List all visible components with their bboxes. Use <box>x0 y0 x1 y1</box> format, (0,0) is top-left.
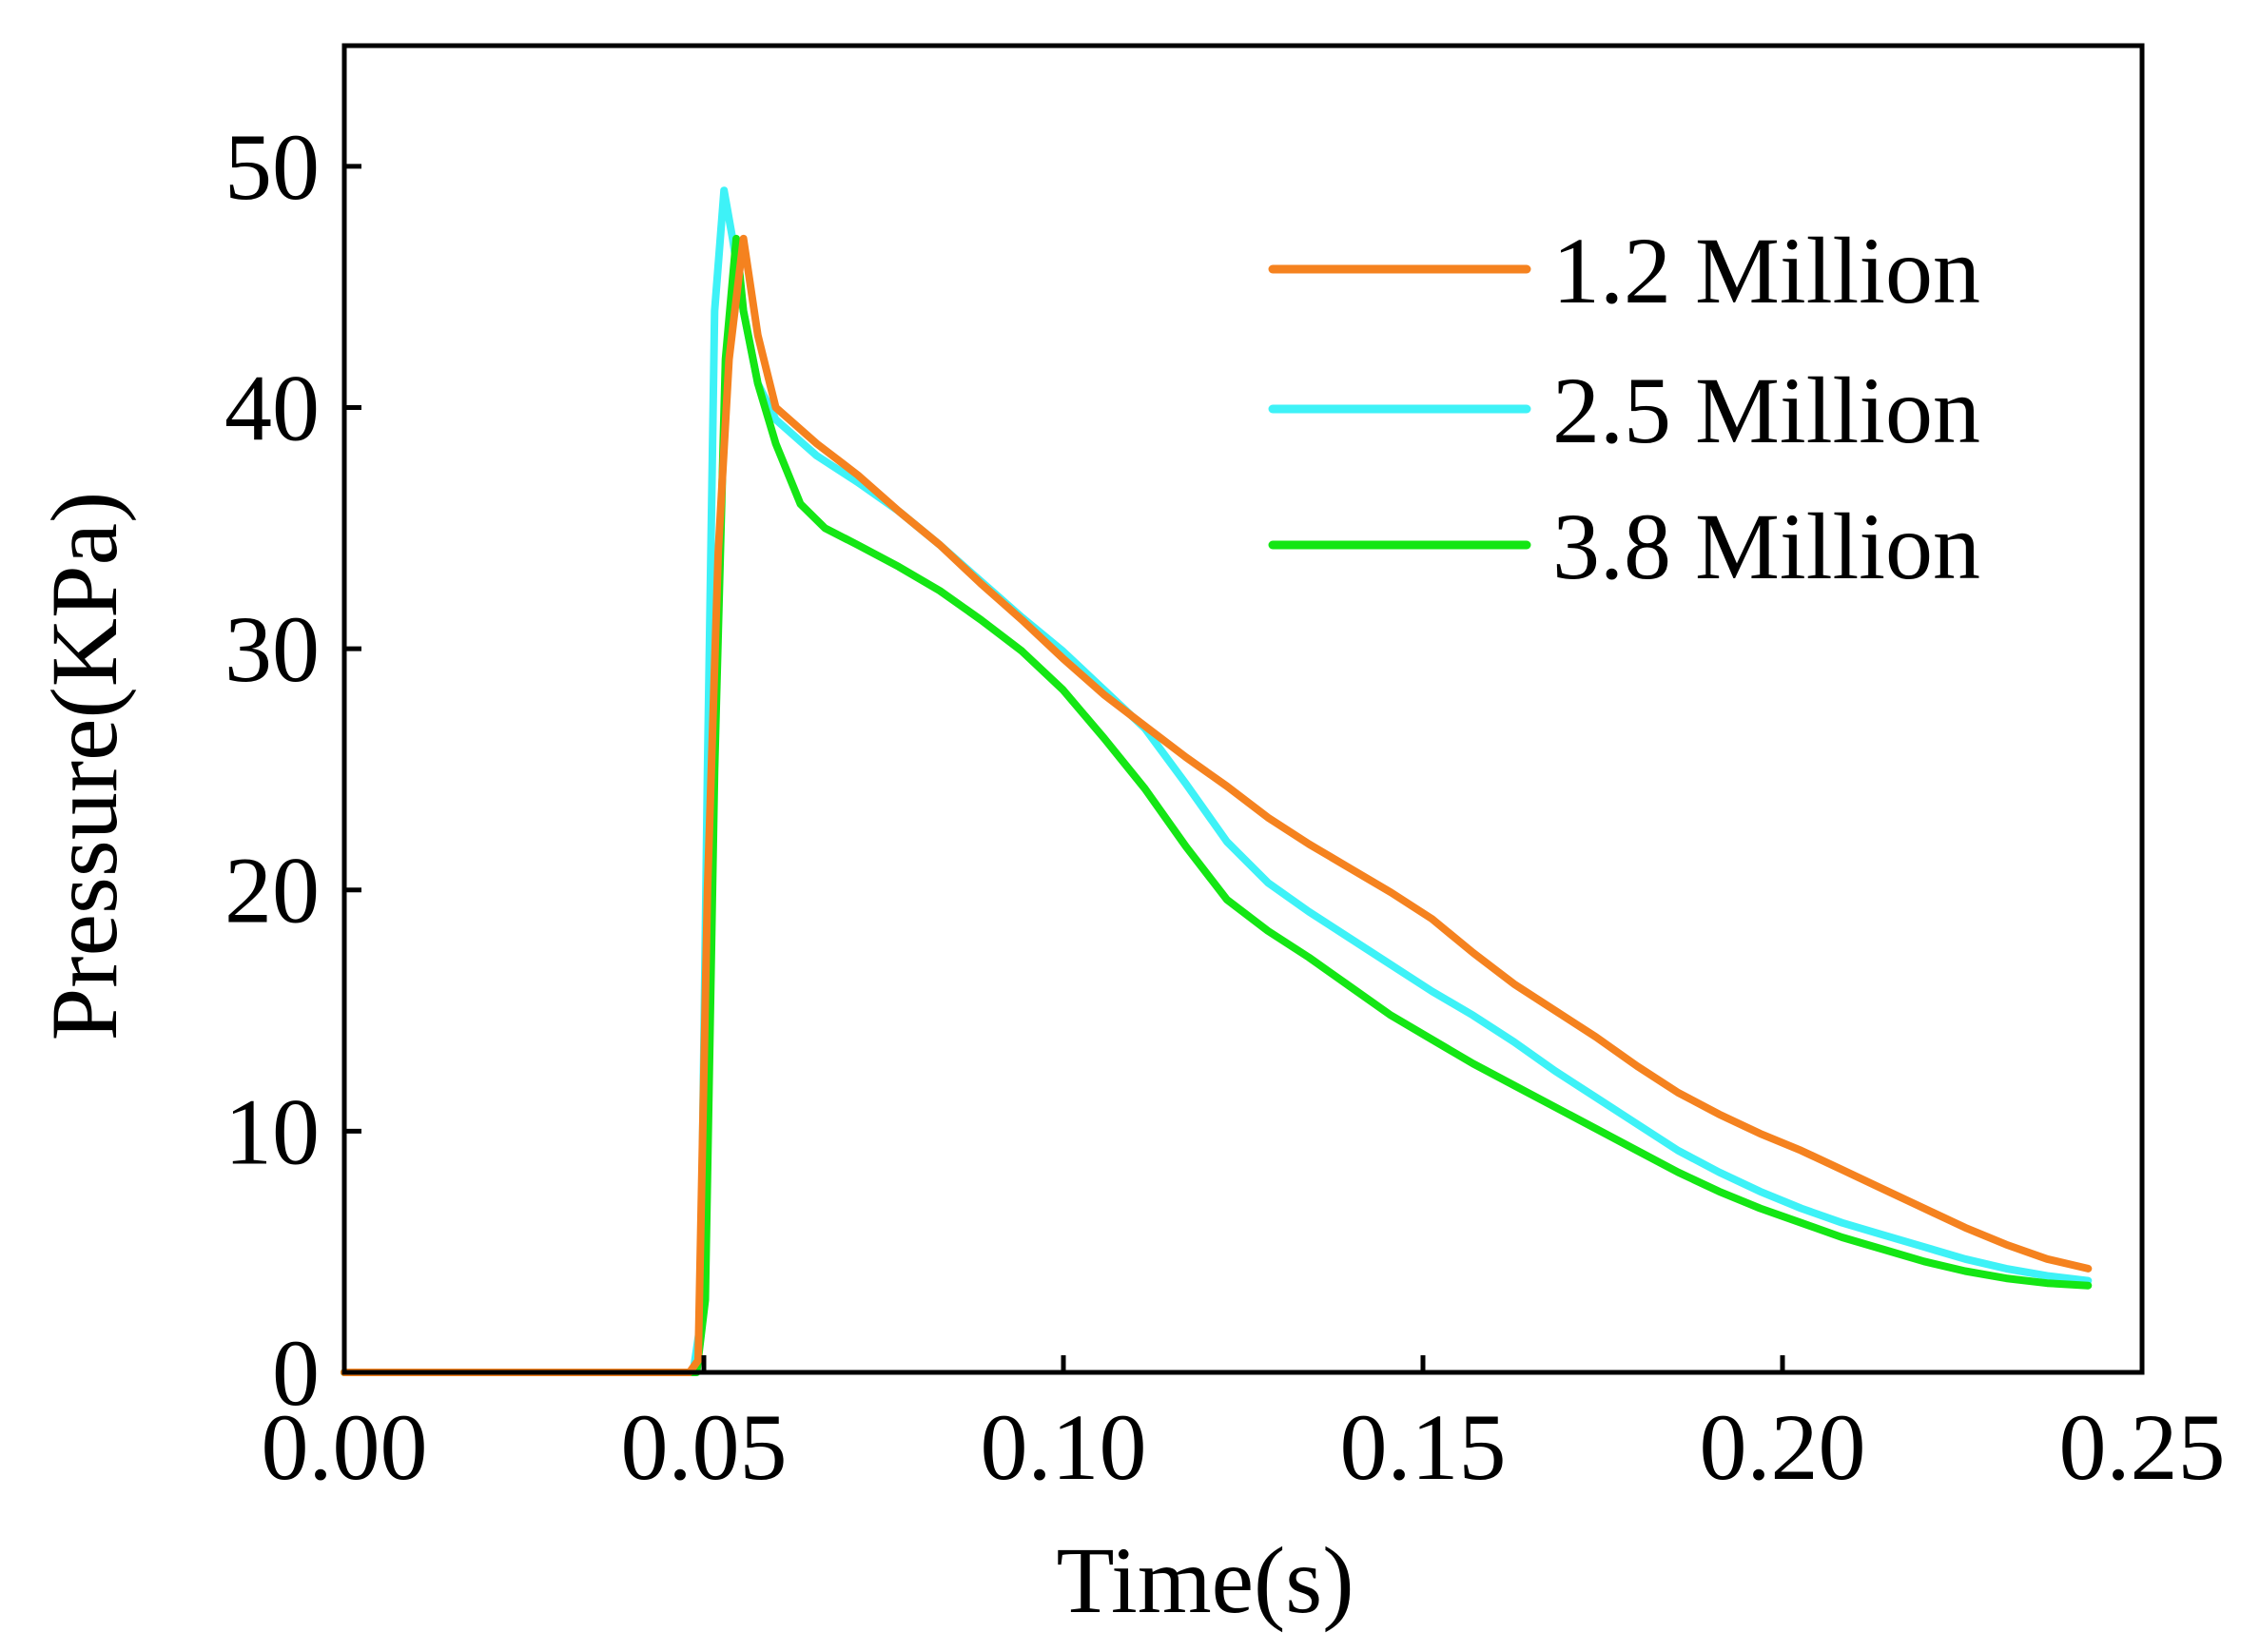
series-line-3 <box>341 234 2093 1376</box>
series-line-1 <box>341 234 2093 1376</box>
y-tick-label: 50 <box>224 114 320 220</box>
legend-label-1: 1.2 Million <box>1552 218 1980 323</box>
x-tick-label: 0.15 <box>1340 1394 1507 1500</box>
x-axis-title: Time(s) <box>1056 1527 1354 1633</box>
x-tick-label: 0.25 <box>2059 1394 2226 1500</box>
series-layer <box>341 186 2093 1376</box>
plot-frame <box>341 43 2145 1375</box>
x-tick-label: 0.20 <box>1700 1394 1866 1500</box>
y-tick-label: 0 <box>272 1320 320 1426</box>
y-tick-label: 30 <box>224 596 320 702</box>
y-tick-label: 10 <box>224 1079 320 1184</box>
legend: 1.2 Million 2.5 Million 3.8 Million <box>1268 218 1980 599</box>
legend-label-2: 2.5 Million <box>1552 358 1980 463</box>
x-tick-label: 0.10 <box>981 1394 1147 1500</box>
y-axis-title: Pressure(KPa) <box>31 492 137 1041</box>
ticks-layer: 0.00 0.05 0.10 0.15 0.20 0.25 0 10 20 30 40 50 <box>224 114 2226 1500</box>
y-tick-label: 40 <box>224 355 320 460</box>
y-tick-label: 20 <box>224 838 320 943</box>
x-tick-label: 0.00 <box>262 1394 428 1500</box>
legend-label-3: 3.8 Million <box>1552 494 1980 599</box>
x-tick-label: 0.05 <box>621 1394 788 1500</box>
